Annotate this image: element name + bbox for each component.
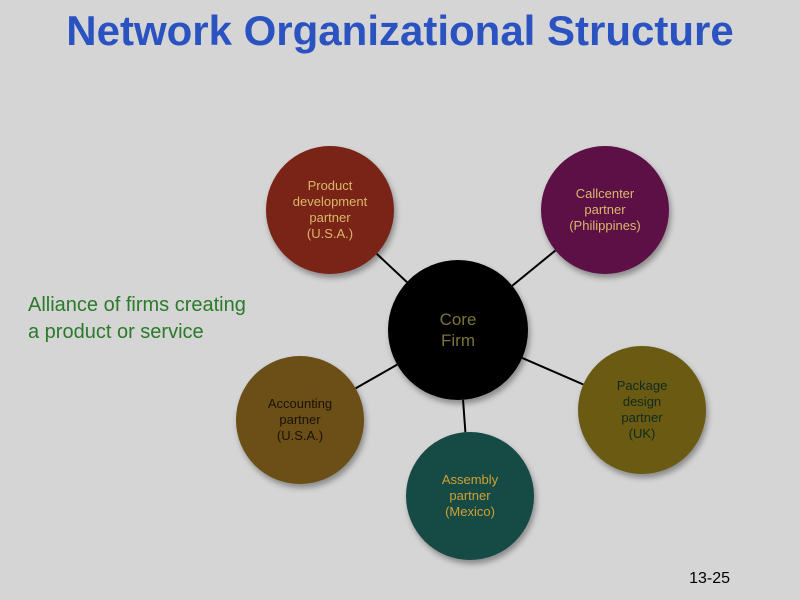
satellite-node-product-dev: Productdevelopmentpartner(U.S.A.) [266, 146, 394, 274]
slide-title: Network Organizational Structure [0, 8, 800, 54]
page-number: 13-25 [689, 570, 730, 588]
node-label: Callcenterpartner(Philippines) [563, 186, 647, 235]
slide: Network Organizational Structure Allianc… [0, 0, 800, 600]
node-label: CoreFirm [434, 309, 483, 352]
satellite-node-callcenter: Callcenterpartner(Philippines) [541, 146, 669, 274]
node-label: Assemblypartner(Mexico) [436, 472, 504, 521]
center-node-core-firm: CoreFirm [388, 260, 528, 400]
node-label: Accountingpartner(U.S.A.) [262, 396, 338, 445]
node-label: Packagedesignpartner(UK) [611, 378, 674, 443]
satellite-node-accounting: Accountingpartner(U.S.A.) [236, 356, 364, 484]
slide-subtitle: Alliance of firms creating a product or … [28, 292, 248, 346]
node-label: Productdevelopmentpartner(U.S.A.) [287, 178, 373, 243]
satellite-node-assembly: Assemblypartner(Mexico) [406, 432, 534, 560]
satellite-node-package-design: Packagedesignpartner(UK) [578, 346, 706, 474]
